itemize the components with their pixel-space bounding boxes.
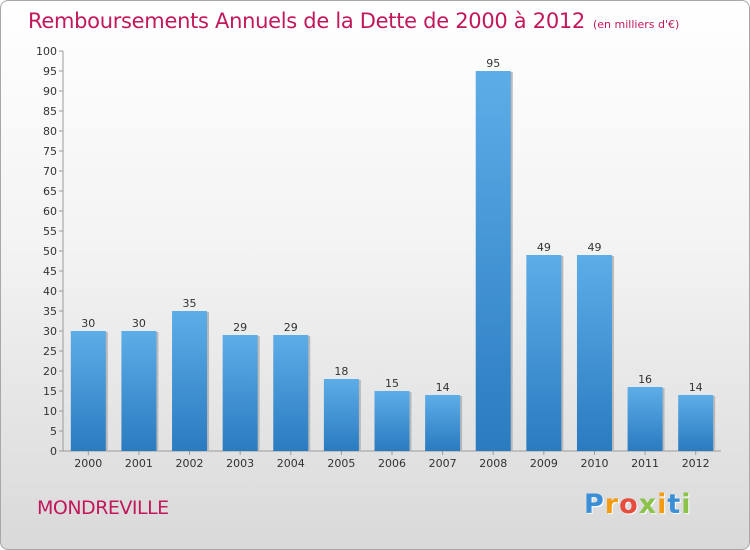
chart-title: Remboursements Annuels de la Dette de 20… xyxy=(28,9,679,33)
logo-letter: x xyxy=(638,489,658,520)
x-tick-label: 2004 xyxy=(277,457,305,470)
x-tick-label: 2011 xyxy=(631,457,659,470)
bar-value-label: 30 xyxy=(81,317,95,330)
logo-letter: P xyxy=(584,489,605,520)
x-tick-label: 2003 xyxy=(226,457,254,470)
x-tick-label: 2001 xyxy=(125,457,153,470)
y-tick-label: 95 xyxy=(43,65,57,78)
y-tick-label: 10 xyxy=(43,405,57,418)
bar xyxy=(526,255,562,451)
bar-value-label: 29 xyxy=(284,321,298,334)
logo-letter: o xyxy=(619,489,639,520)
bar-value-label: 15 xyxy=(385,377,399,390)
bar xyxy=(576,255,612,451)
y-tick-label: 20 xyxy=(43,365,57,378)
y-tick-label: 100 xyxy=(36,45,57,58)
y-tick-label: 30 xyxy=(43,325,57,338)
y-tick-label: 65 xyxy=(43,185,57,198)
bar-value-label: 49 xyxy=(537,241,551,254)
bar-value-label: 95 xyxy=(486,57,500,70)
y-tick-label: 50 xyxy=(43,245,57,258)
place-name: MONDREVILLE xyxy=(37,497,169,519)
bar xyxy=(70,331,106,451)
bar-value-label: 29 xyxy=(233,321,247,334)
y-tick-label: 55 xyxy=(43,225,57,238)
logo-letter: i xyxy=(657,489,668,520)
chart-subtitle: (en milliers d'€) xyxy=(593,18,680,31)
bar xyxy=(222,335,258,451)
y-tick-label: 15 xyxy=(43,385,57,398)
bar-value-label: 49 xyxy=(587,241,601,254)
x-tick-label: 2009 xyxy=(530,457,558,470)
y-tick-label: 40 xyxy=(43,285,57,298)
x-tick-label: 2012 xyxy=(682,457,710,470)
bar xyxy=(323,379,359,451)
bar-value-label: 14 xyxy=(436,381,450,394)
y-tick-label: 35 xyxy=(43,305,57,318)
bar xyxy=(172,311,208,451)
y-tick-label: 5 xyxy=(50,425,57,438)
bar xyxy=(425,395,461,451)
bar-value-label: 16 xyxy=(638,373,652,386)
y-tick-label: 25 xyxy=(43,345,57,358)
x-tick-label: 2006 xyxy=(378,457,406,470)
proxiti-logo: Proxiti xyxy=(584,489,692,520)
y-tick-label: 85 xyxy=(43,105,57,118)
y-tick-label: 45 xyxy=(43,265,57,278)
bar-value-label: 35 xyxy=(183,297,197,310)
y-tick-label: 0 xyxy=(50,445,57,458)
bar-value-label: 14 xyxy=(689,381,703,394)
bar xyxy=(678,395,714,451)
logo-letter: t xyxy=(667,489,682,520)
bar-value-label: 18 xyxy=(334,365,348,378)
bar xyxy=(121,331,157,451)
x-tick-label: 2008 xyxy=(479,457,507,470)
logo-letter: i xyxy=(681,489,692,520)
y-tick-label: 90 xyxy=(43,85,57,98)
x-tick-label: 2010 xyxy=(580,457,608,470)
x-tick-label: 2005 xyxy=(327,457,355,470)
bar-value-label: 30 xyxy=(132,317,146,330)
y-tick-label: 80 xyxy=(43,125,57,138)
x-tick-label: 2000 xyxy=(74,457,102,470)
bar xyxy=(627,387,663,451)
y-tick-label: 60 xyxy=(43,205,57,218)
y-tick-label: 70 xyxy=(43,165,57,178)
logo-letter: r xyxy=(604,489,620,520)
x-tick-label: 2007 xyxy=(429,457,457,470)
bar xyxy=(374,391,410,451)
x-tick-label: 2002 xyxy=(176,457,204,470)
bar xyxy=(475,71,511,451)
y-tick-label: 75 xyxy=(43,145,57,158)
chart-title-text: Remboursements Annuels de la Dette de 20… xyxy=(28,9,585,33)
bar xyxy=(273,335,309,451)
